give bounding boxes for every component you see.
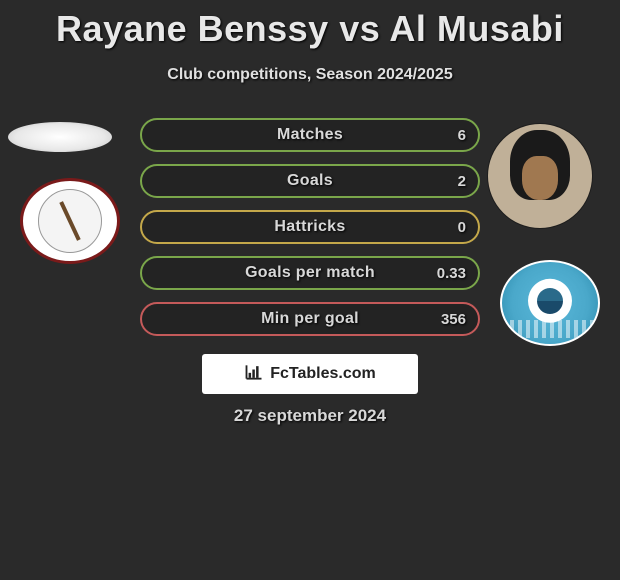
stat-value-right: 0.33 (437, 258, 466, 288)
page-title: Rayane Benssy vs Al Musabi (0, 0, 620, 50)
stat-row-hattricks: Hattricks 0 (140, 210, 480, 244)
stat-value-right: 2 (458, 166, 466, 196)
stat-label: Min per goal (142, 304, 478, 334)
stat-label: Goals per match (142, 258, 478, 288)
stat-value-right: 0 (458, 212, 466, 242)
club-right-badge (500, 260, 600, 346)
stat-value-right: 356 (441, 304, 466, 334)
source-badge: FcTables.com (202, 354, 418, 394)
date-text: 27 september 2024 (0, 406, 620, 426)
stat-row-goals: Goals 2 (140, 164, 480, 198)
stat-value-right: 6 (458, 120, 466, 150)
subtitle: Club competitions, Season 2024/2025 (0, 66, 620, 84)
stat-row-goals-per-match: Goals per match 0.33 (140, 256, 480, 290)
stat-label: Matches (142, 120, 478, 150)
source-text: FcTables.com (270, 365, 376, 383)
stat-row-matches: Matches 6 (140, 118, 480, 152)
stats-list: Matches 6 Goals 2 Hattricks 0 Goals per … (140, 118, 480, 348)
player-left-avatar (8, 122, 112, 152)
stat-row-min-per-goal: Min per goal 356 (140, 302, 480, 336)
stat-label: Hattricks (142, 212, 478, 242)
chart-icon (244, 362, 264, 387)
club-left-badge (20, 178, 120, 264)
stat-label: Goals (142, 166, 478, 196)
player-right-avatar (488, 124, 592, 228)
